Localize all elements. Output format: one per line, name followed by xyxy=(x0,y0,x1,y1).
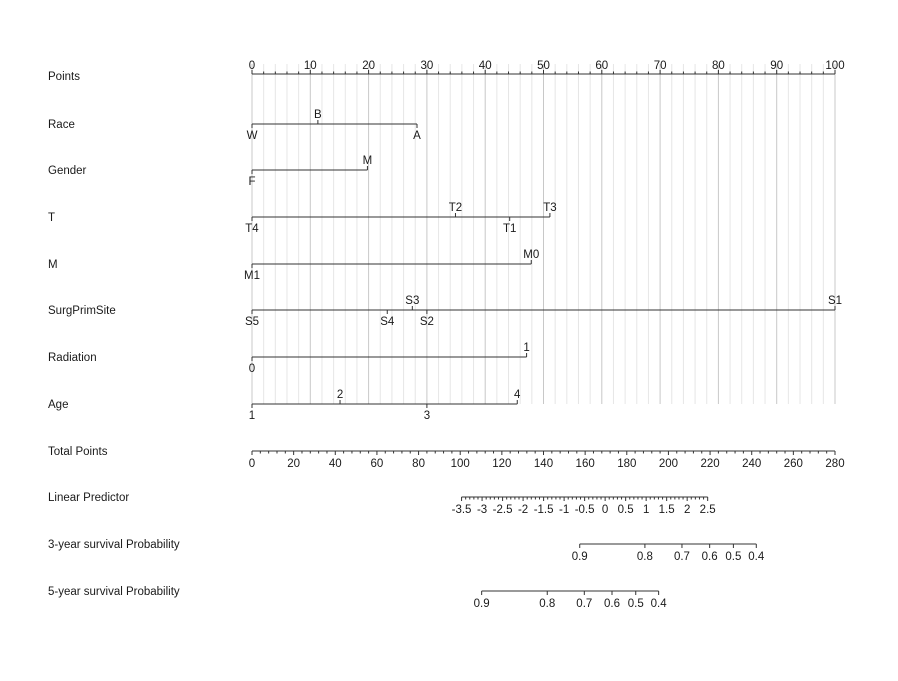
survival-tick-label: 0.7 xyxy=(674,551,690,563)
points-tick-label: 70 xyxy=(654,60,667,72)
level-label: W xyxy=(247,130,258,142)
level-label: A xyxy=(413,130,421,142)
linear-predictor-tick-label: -1 xyxy=(559,504,569,516)
survival-tick-label: 0.5 xyxy=(628,598,644,610)
total-points-tick-label: 40 xyxy=(329,458,342,470)
linear-predictor-tick-label: -1.5 xyxy=(534,504,554,516)
level-label: F xyxy=(248,176,255,188)
variable-label-t: T xyxy=(48,212,55,224)
total-points-tick-label: 180 xyxy=(617,458,636,470)
survival-tick-label: 0.6 xyxy=(702,551,718,563)
variable-label-gender: Gender xyxy=(48,165,87,177)
total-points-tick-label: 260 xyxy=(784,458,803,470)
linear-predictor-tick-label: 2 xyxy=(684,504,690,516)
linear-predictor-label: Linear Predictor xyxy=(48,492,129,504)
total-points-tick-label: 80 xyxy=(412,458,425,470)
total-points-tick-label: 220 xyxy=(700,458,719,470)
linear-predictor-tick-label: 1 xyxy=(643,504,649,516)
points-axis-label: Points xyxy=(48,71,80,83)
level-label: M1 xyxy=(244,270,260,282)
points-tick-label: 40 xyxy=(479,60,492,72)
level-label: S2 xyxy=(420,316,434,328)
points-tick-label: 30 xyxy=(421,60,434,72)
level-label: S5 xyxy=(245,316,259,328)
points-tick-label: 90 xyxy=(770,60,783,72)
total-points-tick-label: 120 xyxy=(492,458,511,470)
level-label: 2 xyxy=(337,389,343,401)
level-label: T2 xyxy=(449,202,462,214)
survival-tick-label: 0.9 xyxy=(572,551,588,563)
points-tick-label: 10 xyxy=(304,60,317,72)
total-points-tick-label: 140 xyxy=(534,458,553,470)
total-points-tick-label: 240 xyxy=(742,458,761,470)
linear-predictor-tick-label: 1.5 xyxy=(659,504,675,516)
level-label: B xyxy=(314,109,322,121)
survival-tick-label: 0.7 xyxy=(576,598,592,610)
level-label: M xyxy=(363,155,373,167)
survival-tick-label: 0.8 xyxy=(539,598,555,610)
points-tick-label: 80 xyxy=(712,60,725,72)
total-points-tick-label: 280 xyxy=(825,458,844,470)
level-label: 3 xyxy=(424,410,430,422)
linear-predictor-tick-label: -3 xyxy=(477,504,487,516)
survival-scale-label: 5-year survival Probability xyxy=(48,586,180,598)
row-labels: Points Race Gender T M SurgPrimSite Radiation A… xyxy=(48,71,180,598)
linear-predictor-tick-label: 0 xyxy=(602,504,608,516)
points-tick-label: 100 xyxy=(825,60,844,72)
level-label: 1 xyxy=(523,342,529,354)
total-points-tick-label: 20 xyxy=(287,458,300,470)
linear-predictor-tick-label: -0.5 xyxy=(575,504,595,516)
points-tick-label: 50 xyxy=(537,60,550,72)
level-label: S3 xyxy=(405,295,419,307)
level-label: T3 xyxy=(543,202,556,214)
level-label: S1 xyxy=(828,295,842,307)
linear-predictor-tick-label: -3.5 xyxy=(452,504,472,516)
linear-predictor-tick-label: -2 xyxy=(518,504,528,516)
variable-label-m: M xyxy=(48,259,58,271)
total-points-tick-label: 160 xyxy=(576,458,595,470)
variable-label-radiation: Radiation xyxy=(48,352,97,364)
level-label: 1 xyxy=(249,410,255,422)
level-label: S4 xyxy=(380,316,395,328)
level-label: M0 xyxy=(523,249,539,261)
survival-tick-label: 0.6 xyxy=(604,598,620,610)
linear-predictor-tick-label: 2.5 xyxy=(700,504,716,516)
points-tick-label: 0 xyxy=(249,60,255,72)
linear-predictor-tick-label: -2.5 xyxy=(493,504,513,516)
level-label: T4 xyxy=(245,223,259,235)
survival-scale-label: 3-year survival Probability xyxy=(48,539,180,551)
survival-tick-label: 0.8 xyxy=(637,551,653,563)
total-points-tick-label: 100 xyxy=(451,458,470,470)
variable-label-race: Race xyxy=(48,119,75,131)
survival-tick-label: 0.5 xyxy=(725,551,741,563)
level-label: 0 xyxy=(249,363,255,375)
total-points-label: Total Points xyxy=(48,446,108,458)
survival-tick-label: 0.4 xyxy=(651,598,668,610)
variable-label-age: Age xyxy=(48,399,68,411)
axes: 0 10 20 30 40 50 60 70 80 90 100WBAFMT4T2T1T3M1M0S… xyxy=(244,60,845,610)
total-points-tick-label: 60 xyxy=(371,458,384,470)
points-tick-label: 20 xyxy=(362,60,375,72)
total-points-tick-label: 200 xyxy=(659,458,678,470)
grid-lines xyxy=(251,64,836,404)
linear-predictor-tick-label: 0.5 xyxy=(618,504,634,516)
survival-tick-label: 0.9 xyxy=(474,598,490,610)
points-tick-label: 60 xyxy=(595,60,608,72)
level-label: 4 xyxy=(514,389,521,401)
total-points-tick-label: 0 xyxy=(249,458,255,470)
survival-tick-label: 0.4 xyxy=(748,551,765,563)
variable-label-surgprimsite: SurgPrimSite xyxy=(48,305,116,317)
level-label: T1 xyxy=(503,223,516,235)
